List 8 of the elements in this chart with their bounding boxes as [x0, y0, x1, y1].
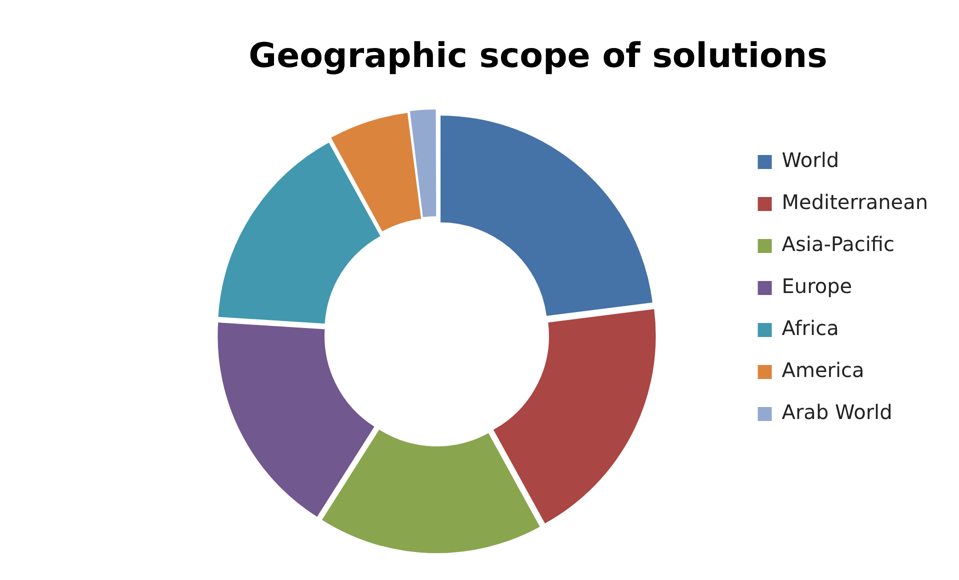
legend-label: Asia-Pacific [782, 232, 894, 256]
chart-title: Geographic scope of solutions [248, 36, 828, 76]
legend-label: America [782, 358, 864, 382]
legend-label: World [782, 148, 840, 172]
legend-label: Arab World [782, 400, 892, 424]
legend-label: Africa [782, 316, 839, 340]
legend-label: Europe [782, 274, 852, 298]
legend-label: Mediterranean [782, 190, 928, 214]
